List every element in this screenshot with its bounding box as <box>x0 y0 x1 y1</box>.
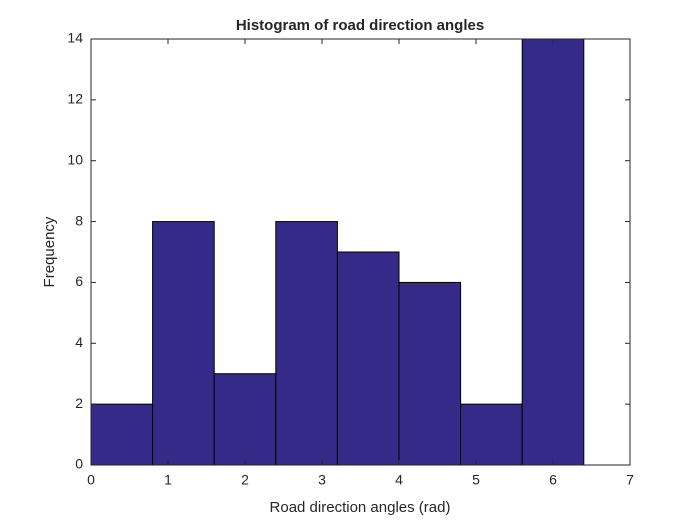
y-tick-label: 2 <box>75 395 83 411</box>
y-tick-label: 12 <box>67 91 83 107</box>
y-tick-label: 6 <box>75 273 83 289</box>
y-tick-label: 14 <box>67 30 83 46</box>
bar <box>152 221 215 466</box>
bar <box>213 373 277 466</box>
bar <box>90 403 154 466</box>
bar <box>398 281 462 466</box>
bar <box>521 38 585 466</box>
y-tick-label: 0 <box>75 456 83 472</box>
y-tick-label: 10 <box>67 151 83 167</box>
y-axis-label: Frequency <box>41 216 58 287</box>
x-tick-label: 1 <box>164 472 172 488</box>
chart-title: Histogram of road direction angles <box>236 17 484 34</box>
y-tick-label: 4 <box>75 334 83 350</box>
x-tick-label: 4 <box>395 472 403 488</box>
x-tick-label: 6 <box>549 472 557 488</box>
x-axis-label: Road direction angles (rad) <box>270 499 451 516</box>
y-tick-label: 8 <box>75 212 83 228</box>
x-tick-label: 7 <box>626 472 634 488</box>
x-tick-label: 2 <box>241 472 249 488</box>
bar <box>336 251 400 466</box>
bar <box>275 221 338 466</box>
x-tick-label: 0 <box>87 472 95 488</box>
x-tick-label: 3 <box>318 472 326 488</box>
axes-box <box>90 38 631 466</box>
x-tick-label: 5 <box>472 472 480 488</box>
bar <box>460 403 523 466</box>
